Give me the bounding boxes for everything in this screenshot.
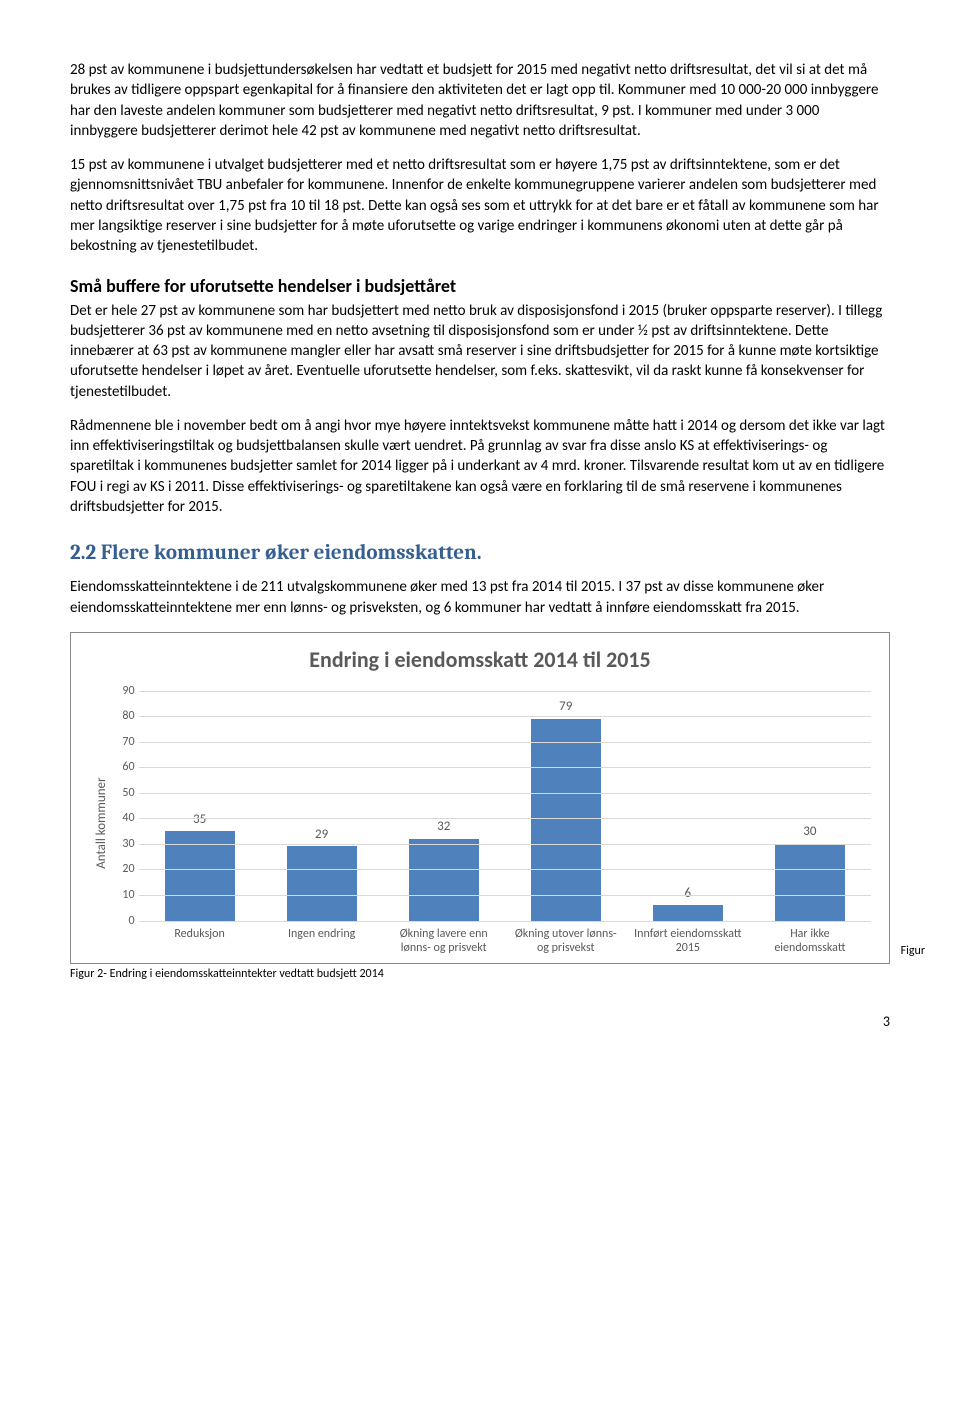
- bar-value-label: 30: [803, 823, 816, 841]
- xlabel: Har ikke eiendomsskatt: [755, 927, 865, 956]
- paragraph: 15 pst av kommunene i utvalget budsjette…: [70, 155, 890, 256]
- page-number: 3: [70, 1013, 890, 1032]
- gridline: [139, 716, 871, 717]
- xlabel: Økning utover lønns- og prisvekst: [511, 927, 621, 956]
- bar-rect: [409, 839, 479, 921]
- ytick: 0: [111, 912, 135, 928]
- paragraph: Det er hele 27 pst av kommunene som har …: [70, 301, 890, 402]
- bar: 30: [775, 823, 845, 920]
- subheading-buffer: Små buffere for uforutsette hendelser i …: [70, 274, 890, 298]
- bar-value-label: 32: [437, 818, 450, 836]
- ytick: 30: [111, 836, 135, 852]
- bar: 6: [653, 885, 723, 921]
- paragraph: Rådmennene ble i november bedt om å angi…: [70, 416, 890, 517]
- ytick: 20: [111, 861, 135, 877]
- ytick: 80: [111, 708, 135, 724]
- bar: 29: [287, 826, 357, 921]
- gridline: [139, 818, 871, 819]
- ytick: 10: [111, 887, 135, 903]
- gridline: [139, 742, 871, 743]
- gridline: [139, 691, 871, 692]
- xlabel: Økning lavere enn lønns- og prisvekt: [389, 927, 499, 956]
- ytick: 60: [111, 759, 135, 775]
- xlabel: Ingen endring: [267, 927, 377, 956]
- gridline: [139, 921, 871, 922]
- paragraph: 28 pst av kommunene i budsjettundersøkel…: [70, 60, 890, 141]
- xlabel: Innført eiendomsskatt 2015: [633, 927, 743, 956]
- gridline: [139, 844, 871, 845]
- section-heading: 2.2 Flere kommuner øker eiendomsskatten.: [70, 539, 890, 567]
- xlabel: Reduksjon: [145, 927, 255, 956]
- chart-container: Endring i eiendomsskatt 2014 til 2015 An…: [70, 632, 890, 964]
- bar-value-label: 35: [193, 811, 206, 829]
- gridline: [139, 767, 871, 768]
- chart-bars: 35 29 32 79 6 30: [139, 691, 871, 921]
- ytick: 40: [111, 810, 135, 826]
- bar-rect: [531, 719, 601, 921]
- bar-rect: [775, 844, 845, 921]
- gridline: [139, 793, 871, 794]
- ytick: 50: [111, 785, 135, 801]
- gridline: [139, 895, 871, 896]
- chart-grid: 35293279630 0102030405060708090: [139, 691, 871, 921]
- chart-xlabels: Reduksjon Ingen endring Økning lavere enn …: [139, 927, 871, 956]
- bar-rect: [287, 846, 357, 920]
- bar: 79: [531, 698, 601, 920]
- ytick: 70: [111, 734, 135, 750]
- chart-caption: Figur 2- Endring i eiendomsskatteinntekt…: [70, 966, 890, 982]
- ytick: 90: [111, 682, 135, 698]
- paragraph: Eiendomsskatteinntektene i de 211 utvalg…: [70, 577, 890, 618]
- chart-title: Endring i eiendomsskatt 2014 til 2015: [89, 645, 871, 675]
- bar-value-label: 6: [685, 885, 692, 903]
- bar: 35: [165, 811, 235, 921]
- bar-value-label: 79: [559, 698, 572, 716]
- gridline: [139, 869, 871, 870]
- bar-rect: [653, 905, 723, 920]
- figur-label: Figur: [901, 943, 925, 959]
- bar-value-label: 29: [315, 826, 328, 844]
- chart-ylabel: Antall kommuner: [89, 691, 111, 956]
